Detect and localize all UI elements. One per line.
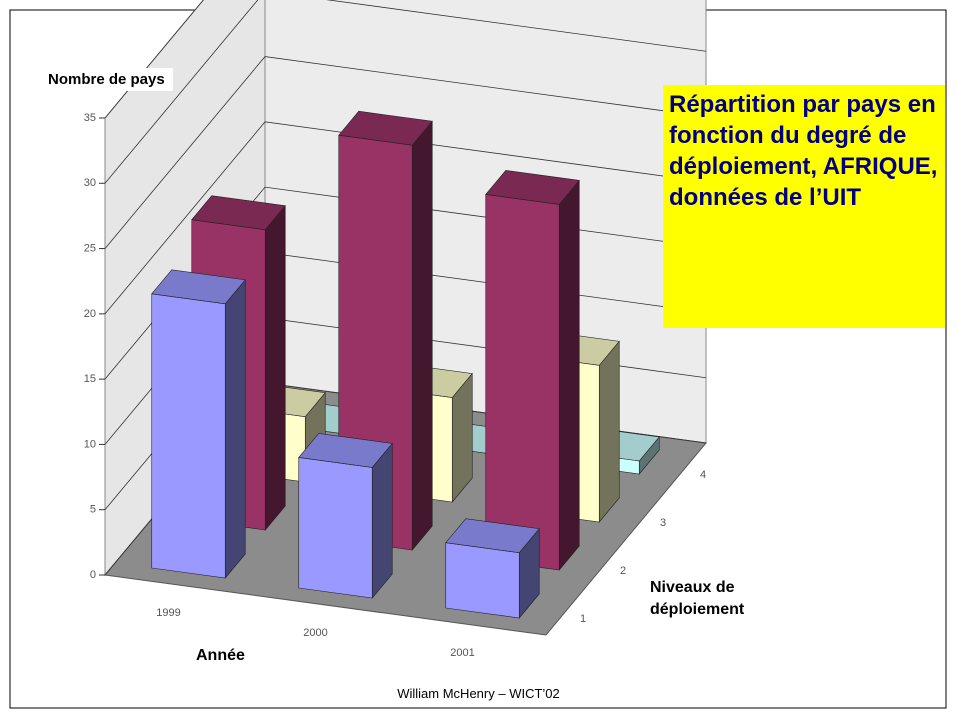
bar bbox=[298, 433, 393, 599]
x-tick-label: 2000 bbox=[303, 627, 327, 639]
bar-side bbox=[411, 120, 433, 551]
x-tick-label: 2001 bbox=[450, 647, 474, 659]
bar-top bbox=[485, 170, 580, 205]
bar-front bbox=[298, 457, 373, 599]
bar bbox=[445, 518, 540, 619]
y-tick-label: 25 bbox=[84, 242, 96, 254]
bar bbox=[485, 170, 580, 571]
y-tick-label: 30 bbox=[84, 177, 96, 189]
y-tick-label: 10 bbox=[84, 438, 96, 450]
bar-side bbox=[371, 442, 393, 599]
bar-front bbox=[151, 293, 226, 579]
chart-title: Répartition par pays en fonction du degr… bbox=[663, 85, 945, 328]
x-axis-label: Année bbox=[190, 645, 251, 667]
z-tick-label: 3 bbox=[660, 517, 666, 529]
y-tick-label: 20 bbox=[84, 308, 96, 320]
footer: William McHenry – WICT’02 bbox=[397, 686, 560, 701]
grid-line bbox=[104, 0, 204, 119]
bar-side bbox=[264, 204, 286, 531]
z-axis-label: Niveaux de déploiement bbox=[646, 575, 794, 623]
bar-top bbox=[445, 518, 540, 554]
bar-top bbox=[191, 195, 286, 231]
y-tick-label: 15 bbox=[84, 373, 96, 385]
bar-top bbox=[298, 433, 393, 468]
z-tick-label: 1 bbox=[580, 613, 586, 625]
z-tick-label: 2 bbox=[620, 565, 626, 577]
y-axis-label: Nombre de pays bbox=[40, 68, 173, 91]
bar-side bbox=[598, 340, 620, 523]
bar-side bbox=[558, 179, 580, 571]
bar-top bbox=[151, 269, 246, 305]
grid-line bbox=[104, 0, 707, 184]
bar bbox=[151, 269, 246, 579]
bar-side bbox=[224, 278, 246, 579]
grid-line bbox=[104, 121, 707, 315]
bar-top bbox=[338, 110, 433, 146]
y-tick-label: 0 bbox=[90, 569, 96, 581]
z-tick-label: 4 bbox=[700, 469, 706, 481]
x-tick-label: 1999 bbox=[156, 607, 180, 619]
y-tick-label: 5 bbox=[90, 504, 96, 516]
grid-line bbox=[104, 56, 707, 249]
y-tick-label: 35 bbox=[84, 112, 96, 124]
bar-front bbox=[445, 542, 520, 619]
bar-front bbox=[485, 194, 560, 571]
